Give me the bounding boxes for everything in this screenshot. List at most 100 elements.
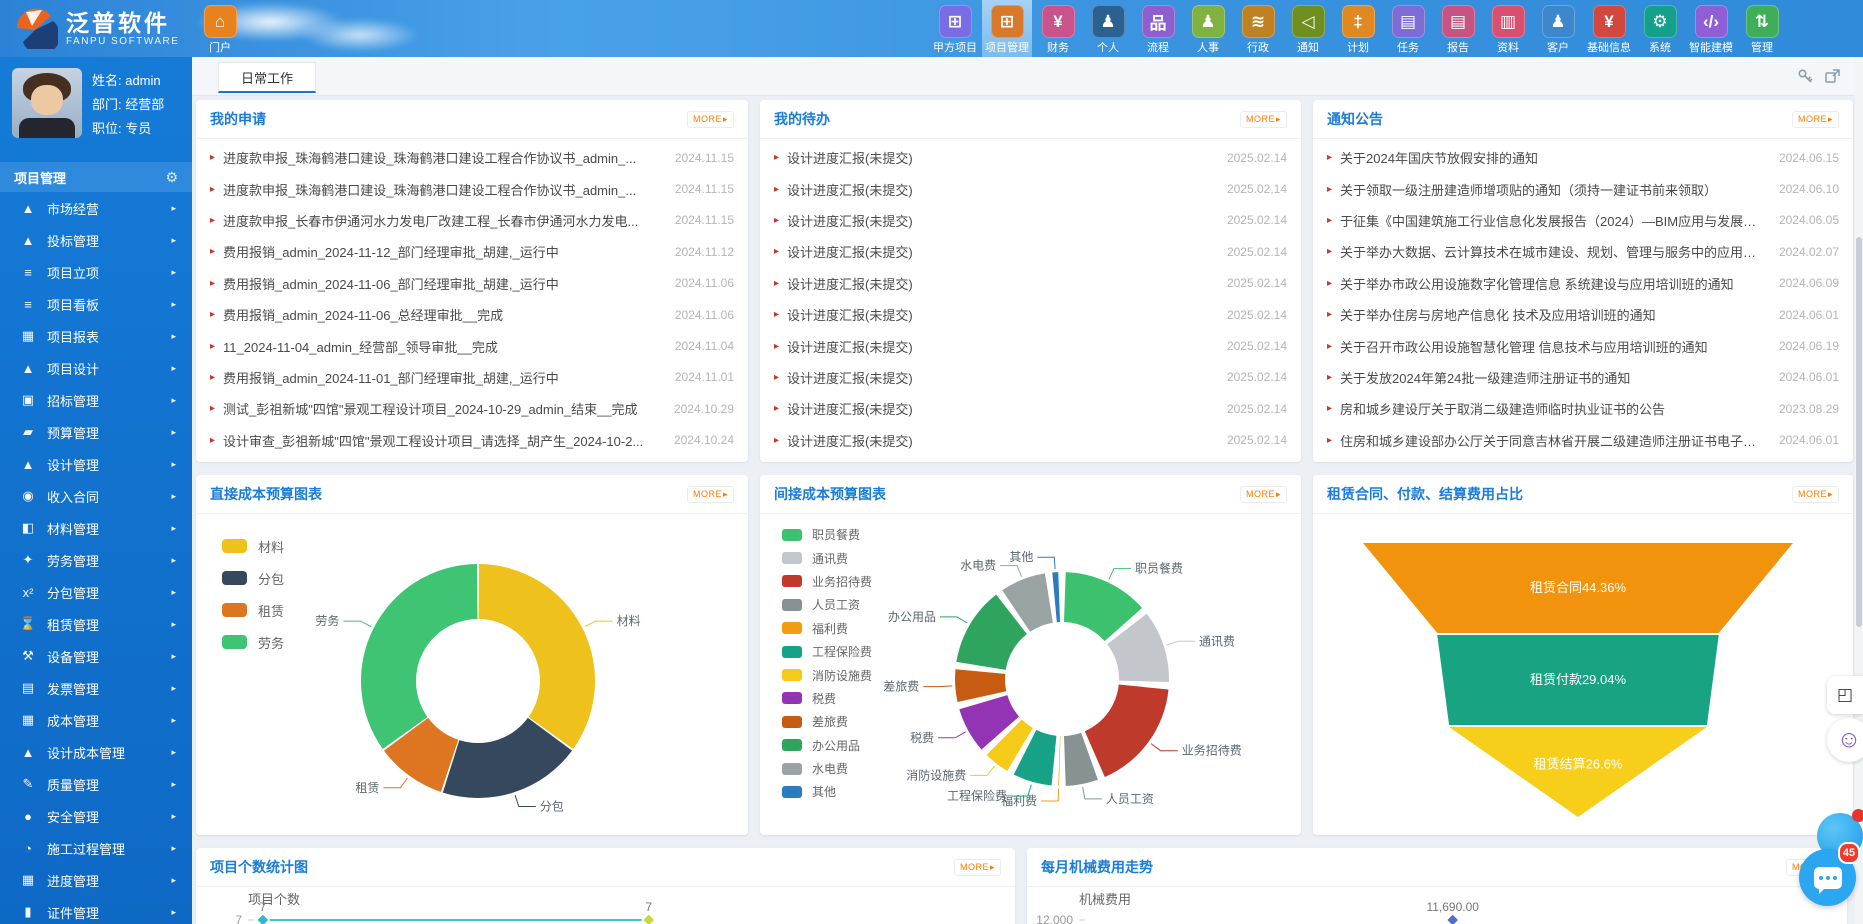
donut-slice[interactable] xyxy=(479,564,595,749)
list-item[interactable]: 设计进度汇报(未提交) 2025.02.14 xyxy=(774,393,1287,424)
more-button[interactable]: MORE xyxy=(954,859,1001,876)
sidebar-item[interactable]: ◉ 收入合同 ▸ xyxy=(0,480,192,512)
sidebar-item[interactable]: ▲ 设计管理 ▸ xyxy=(0,448,192,480)
sidebar-item[interactable]: ▰ 预算管理 ▸ xyxy=(0,416,192,448)
sidebar-item[interactable]: ◧ 材料管理 ▸ xyxy=(0,512,192,544)
nav-item-portal[interactable]: ⌂ 门户 xyxy=(196,0,244,57)
qr-widget-button[interactable]: ◰ xyxy=(1827,676,1863,714)
expand-icon[interactable] xyxy=(1824,68,1841,85)
list-item[interactable]: 测试_彭祖新城"四馆"景观工程设计项目_2024-10-29_admin_结束_… xyxy=(210,393,734,424)
sidebar-item[interactable]: ≡ 项目看板 ▸ xyxy=(0,288,192,320)
sidebar-item[interactable]: ▲ 投标管理 ▸ xyxy=(0,224,192,256)
list-item[interactable]: 关于举办大数据、云计算技术在城市建设、规划、管理与服务中的应用培训班... 20… xyxy=(1327,236,1839,267)
list-item[interactable]: 关于发放2024年第24批一级建造师注册证书的通知 2024.06.01 xyxy=(1327,362,1839,393)
nav-item[interactable]: ⊞ 甲方项目 xyxy=(930,0,980,57)
list-item[interactable]: 11_2024-11-04_admin_经营部_领导审批__完成 2024.11… xyxy=(210,330,734,361)
list-item[interactable]: 房和城乡建设厅关于取消二级建造师临时执业证书的公告 2023.08.29 xyxy=(1327,393,1839,424)
nav-item[interactable]: ▤ 任务 xyxy=(1384,0,1432,57)
nav-item[interactable]: ¥ 基础信息 xyxy=(1584,0,1634,57)
nav-item[interactable]: ⚙ 系统 xyxy=(1636,0,1684,57)
sidebar-item[interactable]: ▲ 项目设计 ▸ xyxy=(0,352,192,384)
nav-item[interactable]: ♟ 个人 xyxy=(1084,0,1132,57)
list-item[interactable]: 设计进度汇报(未提交) 2025.02.14 xyxy=(774,362,1287,393)
more-button[interactable]: MORE xyxy=(1792,486,1839,503)
sidebar-item[interactable]: x² 分包管理 ▸ xyxy=(0,576,192,608)
chat-button[interactable]: 45 xyxy=(1799,849,1856,906)
list-item[interactable]: 费用报销_admin_2024-11-06_部门经理审批_胡建,_运行中 202… xyxy=(210,268,734,299)
list-item[interactable]: 关于领取一级注册建造师增项贴的通知（须持一建证书前来领取） 2024.06.10 xyxy=(1327,173,1839,204)
nav-item[interactable]: ≋ 行政 xyxy=(1234,0,1282,57)
nav-item[interactable]: ¥ 财务 xyxy=(1034,0,1082,57)
more-button[interactable]: MORE xyxy=(1792,111,1839,128)
list-item[interactable]: 住房和城乡建设部办公厅关于同意吉林省开展二级建造师注册证书电子化试点... 20… xyxy=(1327,425,1839,456)
nav-item[interactable]: ▥ 资料 xyxy=(1484,0,1532,57)
list-item[interactable]: 费用报销_admin_2024-11-01_部门经理审批_胡建,_运行中 202… xyxy=(210,362,734,393)
list-item[interactable]: 设计进度汇报(未提交) 2025.02.14 xyxy=(774,425,1287,456)
list-item[interactable]: 设计进度汇报(未提交) 2025.02.14 xyxy=(774,142,1287,173)
list-item[interactable]: 设计进度汇报(未提交) 2025.02.14 xyxy=(774,330,1287,361)
assistant-widget-button[interactable]: ☺ xyxy=(1827,718,1863,762)
donut-slice[interactable] xyxy=(955,669,1006,702)
data-point-marker[interactable] xyxy=(257,914,270,924)
list-item[interactable]: 关于举办住房与房地产信息化 技术及应用培训班的通知 2024.06.01 xyxy=(1327,299,1839,330)
nav-item[interactable]: ◁ 通知 xyxy=(1284,0,1332,57)
more-button[interactable]: MORE xyxy=(687,111,734,128)
data-point-marker[interactable] xyxy=(642,914,655,924)
list-item[interactable]: 进度款申报_长春市伊通河水力发电厂改建工程_长春市伊通河水力发电... 2024… xyxy=(210,205,734,236)
list-item[interactable]: 设计进度汇报(未提交) 2025.02.14 xyxy=(774,299,1287,330)
sidebar-item[interactable]: ✦ 劳务管理 ▸ xyxy=(0,544,192,576)
more-button[interactable]: MORE xyxy=(1240,486,1287,503)
funnel-band[interactable] xyxy=(1449,727,1707,817)
nav-item[interactable]: 品 流程 xyxy=(1134,0,1182,57)
more-button[interactable]: MORE xyxy=(687,486,734,503)
sidebar-item[interactable]: ▦ 进度管理 ▸ xyxy=(0,864,192,896)
sidebar-item[interactable]: ≡ 项目立项 ▸ xyxy=(0,256,192,288)
nav-item[interactable]: ▤ 报告 xyxy=(1434,0,1482,57)
data-point-marker[interactable] xyxy=(1446,914,1459,924)
sidebar-item[interactable]: ▲ 设计成本管理 ▸ xyxy=(0,736,192,768)
sidebar-item-icon: ▰ xyxy=(18,424,38,440)
list-item[interactable]: 关于召开市政公用设施智慧化管理 信息技术与应用培训班的通知 2024.06.19 xyxy=(1327,330,1839,361)
donut-slice[interactable] xyxy=(1085,685,1169,777)
list-item[interactable]: 进度款申报_珠海鹤港口建设_珠海鹤港口建设工程合作协议书_admin_... 2… xyxy=(210,173,734,204)
nav-module-icon: ‹/› xyxy=(1695,5,1728,38)
list-item[interactable]: 于征集《中国建筑施工行业信息化发展报告（2024）—BIM应用与发展》材料...… xyxy=(1327,205,1839,236)
more-button[interactable]: MORE xyxy=(1240,111,1287,128)
list-item[interactable]: 设计进度汇报(未提交) 2025.02.14 xyxy=(774,236,1287,267)
donut-slice[interactable] xyxy=(361,564,477,749)
list-item[interactable]: 设计进度汇报(未提交) 2025.02.14 xyxy=(774,268,1287,299)
sidebar-item[interactable]: ▮ 证件管理 ▸ xyxy=(0,896,192,924)
sidebar-item[interactable]: ◔ 施工过程管理 ▸ xyxy=(0,832,192,864)
sidebar-item[interactable]: ▦ 项目报表 ▸ xyxy=(0,320,192,352)
list-item[interactable]: 进度款申报_珠海鹤港口建设_珠海鹤港口建设工程合作协议书_admin_... 2… xyxy=(210,142,734,173)
sidebar-item[interactable]: ⚒ 设备管理 ▸ xyxy=(0,640,192,672)
list-item[interactable]: 关于举办市政公用设施数字化管理信息 系统建设与应用培训班的通知 2024.06.… xyxy=(1327,268,1839,299)
tab-daily-work[interactable]: 日常工作 xyxy=(218,62,316,93)
nav-item[interactable]: ⊞ 项目管理 xyxy=(982,0,1032,57)
donut-slice[interactable] xyxy=(1052,572,1060,622)
nav-item[interactable]: ⇅ 管理 xyxy=(1738,0,1786,57)
list-item[interactable]: 费用报销_admin_2024-11-12_部门经理审批_胡建,_运行中 202… xyxy=(210,236,734,267)
sidebar-item[interactable]: ⌛ 租赁管理 ▸ xyxy=(0,608,192,640)
sidebar-item[interactable]: ▤ 发票管理 ▸ xyxy=(0,672,192,704)
key-icon[interactable] xyxy=(1797,68,1814,85)
list-item[interactable]: 设计进度汇报(未提交) 2025.02.14 xyxy=(774,205,1287,236)
nav-item[interactable]: ♟ 客户 xyxy=(1534,0,1582,57)
sidebar-item[interactable]: ▣ 招标管理 ▸ xyxy=(0,384,192,416)
donut-slice[interactable] xyxy=(1058,736,1060,786)
list-item[interactable]: 关于2024年国庆节放假安排的通知 2024.06.15 xyxy=(1327,142,1839,173)
list-item[interactable]: 费用报销_admin_2024-11-06_总经理审批__完成 2024.11.… xyxy=(210,299,734,330)
list-item[interactable]: 设计审查_彭祖新城"四馆"景观工程设计项目_请选择_胡产生_2024-10-2.… xyxy=(210,425,734,456)
list-item[interactable]: 设计进度汇报(未提交) 2025.02.14 xyxy=(774,173,1287,204)
sidebar-item[interactable]: ▦ 成本管理 ▸ xyxy=(0,704,192,736)
gear-icon[interactable]: ⚙ xyxy=(165,169,178,186)
nav-item[interactable]: ♟ 人事 xyxy=(1184,0,1232,57)
nav-item[interactable]: ‹/› 智能建模 xyxy=(1686,0,1736,57)
sidebar-item-icon: ◧ xyxy=(18,520,38,536)
sidebar-item[interactable]: ✎ 质量管理 ▸ xyxy=(0,768,192,800)
nav-item[interactable]: ‡ 计划 xyxy=(1334,0,1382,57)
chevron-right-icon: ▸ xyxy=(171,523,176,534)
sidebar-item[interactable]: ● 安全管理 ▸ xyxy=(0,800,192,832)
scrollbar-thumb[interactable] xyxy=(1856,237,1862,627)
sidebar-item[interactable]: ▲ 市场经营 ▸ xyxy=(0,192,192,224)
